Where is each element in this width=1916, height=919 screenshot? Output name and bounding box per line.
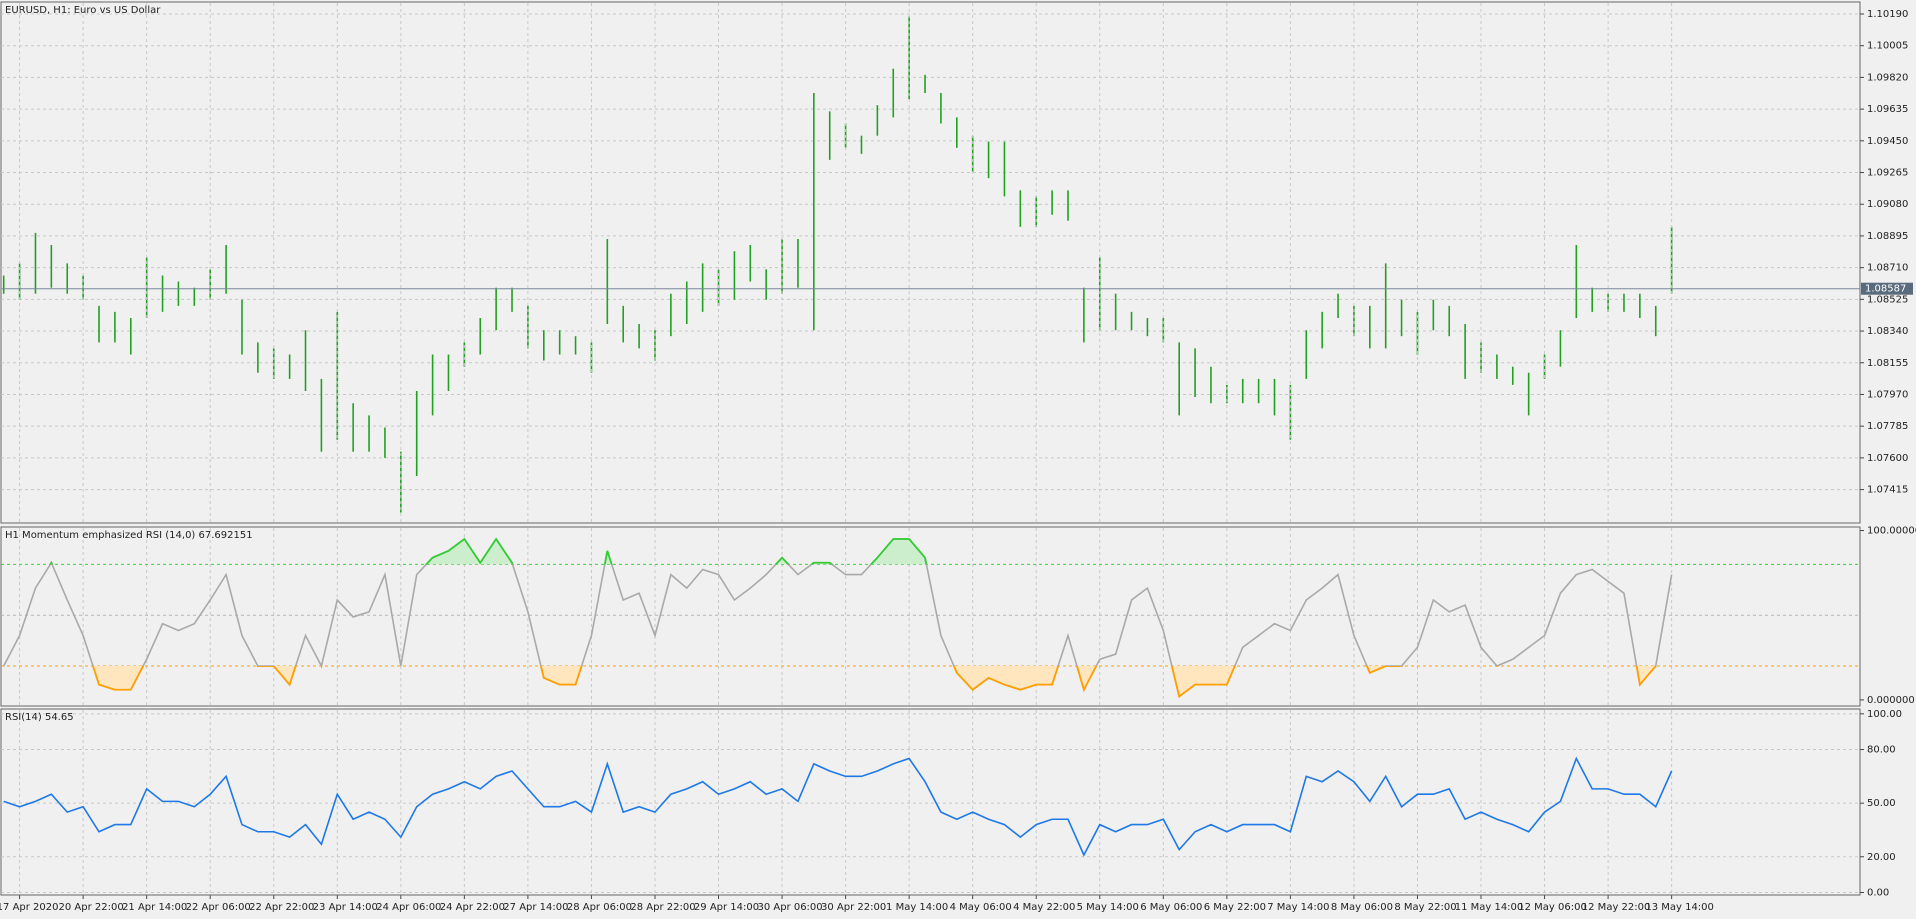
y-tick-label: 1.08895 (1867, 231, 1908, 242)
x-tick-label: 22 Apr 22:00 (249, 902, 314, 913)
y-tick-label: 1.09080 (1867, 199, 1908, 210)
x-tick-label: 13 May 14:00 (1645, 902, 1714, 913)
y-tick-label: 100.000000 (1867, 526, 1916, 537)
x-tick-label: 5 May 14:00 (1077, 902, 1139, 913)
y-tick-label: 1.07600 (1867, 453, 1908, 464)
panel-title: H1 Momentum emphasized RSI (14,0) 67.692… (5, 530, 253, 541)
x-tick-label: 4 May 22:00 (1013, 902, 1075, 913)
y-tick-label: 0.000000 (1867, 695, 1915, 706)
x-tick-label: 27 Apr 14:00 (503, 902, 568, 913)
y-tick-label: 100.00 (1867, 709, 1902, 720)
x-tick-label: 8 May 06:00 (1331, 902, 1393, 913)
x-tick-label: 1 May 14:00 (886, 902, 948, 913)
x-tick-label: 24 Apr 06:00 (376, 902, 441, 913)
y-tick-label: 1.10190 (1867, 9, 1908, 20)
y-tick-label: 1.09265 (1867, 168, 1908, 179)
x-tick-label: 30 Apr 06:00 (757, 902, 822, 913)
y-tick-label: 1.08340 (1867, 326, 1908, 337)
momentum-lower-line (3, 666, 1657, 699)
last-price-label: 1.08587 (1865, 284, 1906, 295)
x-tick-label: 28 Apr 22:00 (630, 902, 695, 913)
y-tick-label: 50.00 (1867, 798, 1896, 809)
y-tick-label: 1.10005 (1867, 41, 1908, 52)
y-tick-label: 1.07785 (1867, 421, 1908, 432)
y-tick-label: 1.07415 (1867, 485, 1908, 496)
y-tick-label: 0.00 (1867, 887, 1889, 898)
panel-title: RSI(14) 54.65 (5, 712, 74, 723)
x-tick-label: 12 May 22:00 (1582, 902, 1651, 913)
panel-frame (0, 708, 1861, 896)
x-tick-label: 11 May 14:00 (1455, 902, 1524, 913)
x-tick-label: 8 May 22:00 (1394, 902, 1456, 913)
x-tick-label: 7 May 14:00 (1267, 902, 1329, 913)
y-tick-label: 1.08710 (1867, 263, 1908, 274)
x-tick-label: 12 May 06:00 (1518, 902, 1587, 913)
x-tick-label: 21 Apr 14:00 (122, 902, 187, 913)
y-tick-label: 1.09820 (1867, 72, 1908, 83)
y-tick-label: 20.00 (1867, 852, 1896, 863)
y-tick-label: 1.08525 (1867, 294, 1908, 305)
last-price-box (1861, 282, 1913, 295)
x-tick-label: 23 Apr 14:00 (313, 902, 378, 913)
x-tick-label: 30 Apr 22:00 (821, 902, 886, 913)
y-tick-label: 1.09635 (1867, 104, 1908, 115)
x-tick-label: 20 Apr 22:00 (59, 902, 124, 913)
y-tick-label: 80.00 (1867, 745, 1896, 756)
panel-frame (0, 526, 1861, 707)
x-tick-label: 4 May 06:00 (950, 902, 1012, 913)
x-tick-label: 24 Apr 22:00 (440, 902, 505, 913)
x-tick-label: 28 Apr 06:00 (567, 902, 632, 913)
x-tick-label: 17 Apr 2020 (0, 902, 59, 913)
rsi-line (3, 756, 1673, 857)
x-tick-label: 6 May 06:00 (1140, 902, 1202, 913)
y-tick-label: 1.09450 (1867, 136, 1908, 147)
panel-frame (0, 1, 1861, 524)
x-tick-label: 22 Apr 06:00 (186, 902, 251, 913)
y-tick-label: 1.08155 (1867, 358, 1908, 369)
x-tick-label: 6 May 22:00 (1204, 902, 1266, 913)
x-tick-label: 29 Apr 14:00 (694, 902, 759, 913)
y-tick-label: 1.07970 (1867, 389, 1908, 400)
